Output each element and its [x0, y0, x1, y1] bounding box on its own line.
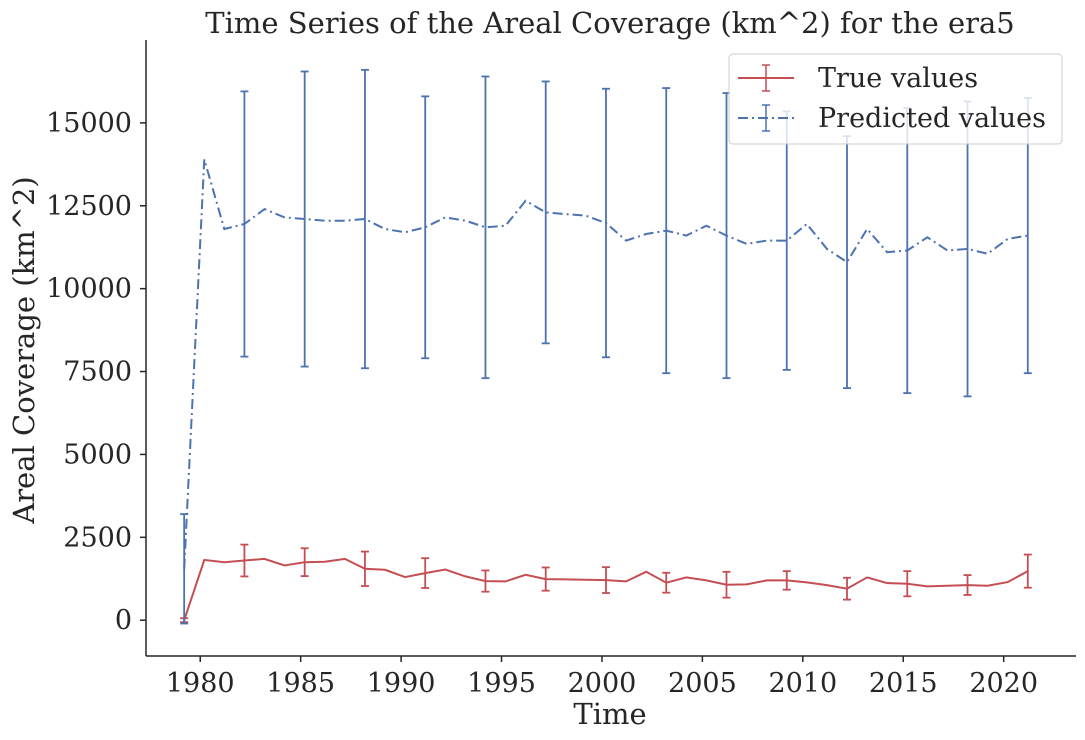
x-tick-label: 1985 — [266, 668, 335, 699]
x-tick-label: 1990 — [367, 668, 436, 699]
x-ticks: 1980 1985 1990 1995 2000 2005 2010 2015 2020 — [166, 656, 1038, 699]
legend-key-predicted — [738, 104, 794, 132]
series-1-line — [183, 159, 1028, 569]
plot-series — [180, 68, 1032, 625]
x-tick-label: 2010 — [768, 668, 837, 699]
y-tick-label: 7500 — [63, 357, 132, 388]
series-group — [180, 543, 1032, 624]
legend-label-predicted: Predicted values — [818, 103, 1046, 134]
x-tick-label: 2005 — [668, 668, 737, 699]
y-ticks: 0 2500 5000 7500 10000 12500 15000 — [46, 108, 146, 636]
legend-frame — [728, 53, 1063, 145]
legend-key-true — [738, 64, 794, 92]
x-axis-label: Time — [573, 697, 646, 731]
x-tick-label: 2000 — [568, 668, 637, 699]
y-tick-label: 10000 — [46, 274, 132, 305]
x-tick-label: 1980 — [166, 668, 235, 699]
y-tick-label: 0 — [115, 605, 132, 636]
y-tick-label: 5000 — [63, 439, 132, 470]
x-tick-label: 2020 — [969, 668, 1038, 699]
chart-title: Time Series of the Areal Coverage (km^2)… — [205, 6, 1015, 40]
series-0-line — [183, 557, 1029, 621]
y-tick-label: 12500 — [46, 191, 132, 222]
x-tick-label: 2015 — [869, 668, 938, 699]
legend-label-true: True values — [818, 63, 978, 94]
series-group — [180, 68, 1032, 625]
y-tick-label: 2500 — [63, 522, 132, 553]
y-axis-label: Areal Coverage (km^2) — [7, 176, 41, 525]
y-tick-label: 15000 — [46, 108, 132, 139]
legend: True values Predicted values — [728, 53, 1063, 145]
x-tick-label: 1995 — [467, 668, 536, 699]
